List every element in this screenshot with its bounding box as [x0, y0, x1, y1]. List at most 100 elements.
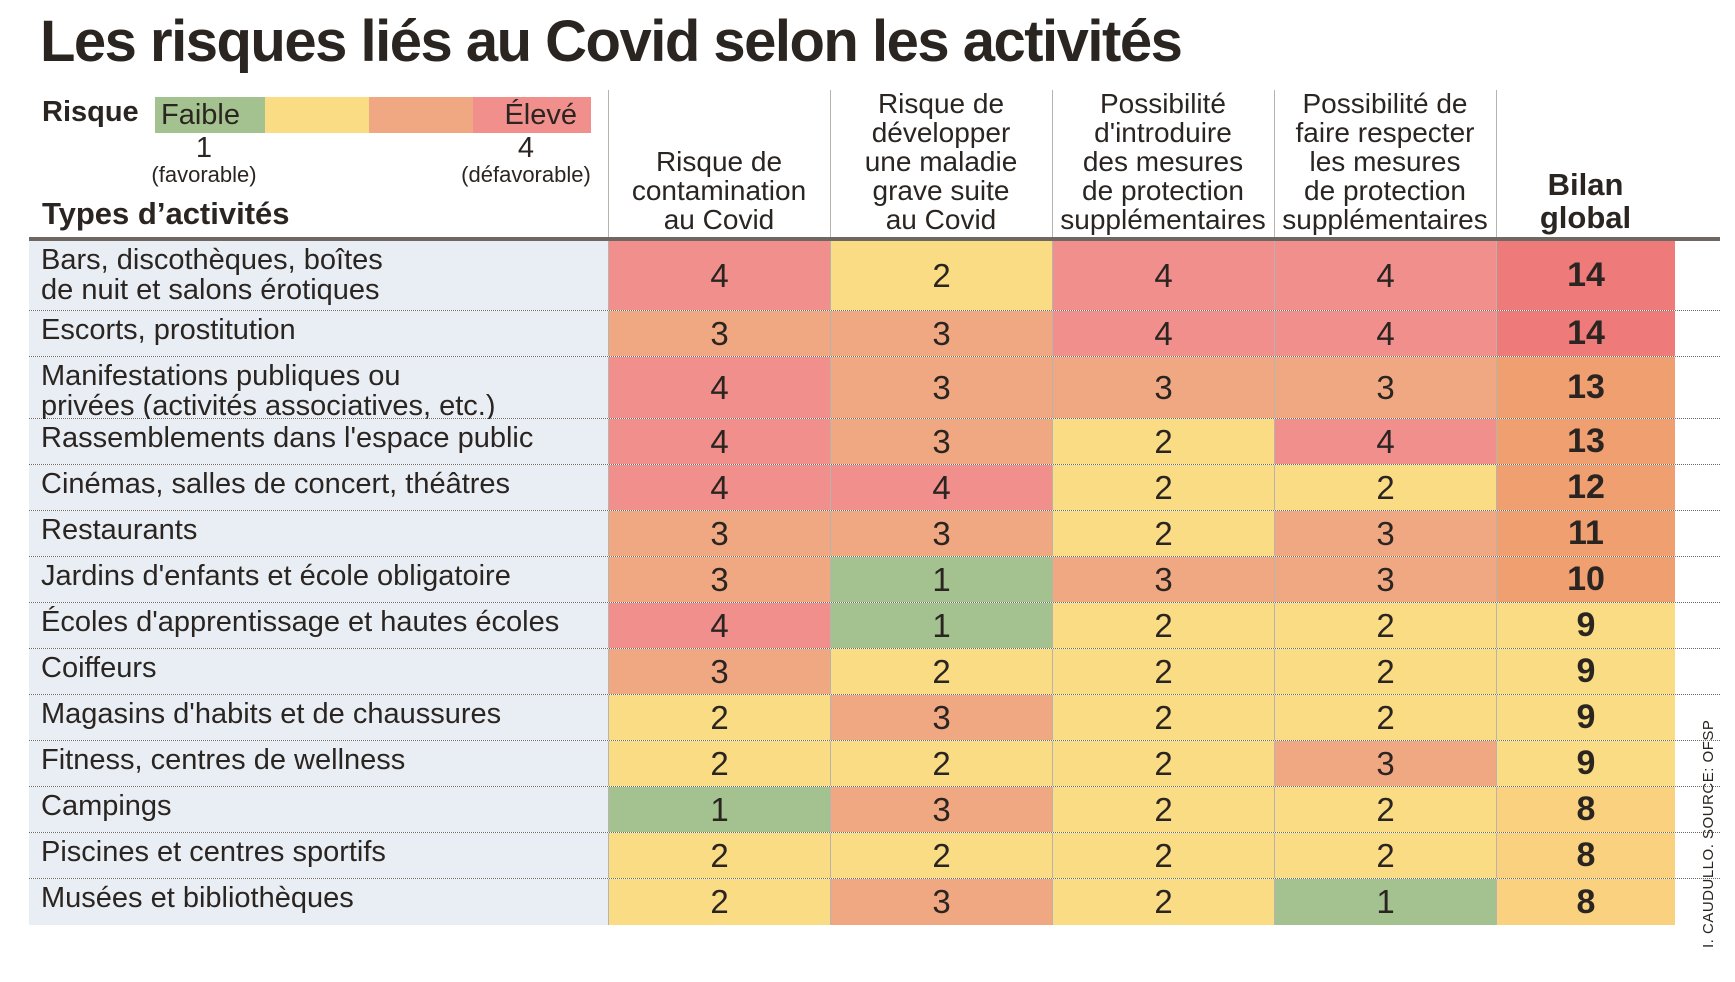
- row-label: Campings: [29, 787, 608, 832]
- chart-title: Les risques liés au Covid selon les acti…: [40, 9, 1183, 74]
- risk-score-cell: 4: [1052, 241, 1274, 310]
- table-row: Écoles d'apprentissage et hautes écoles 4…: [29, 603, 1720, 649]
- table-row: Bars, discothèques, boîtes de nuit et sa…: [29, 241, 1720, 311]
- risk-score-cell: 2: [1052, 465, 1274, 510]
- table-row: Rassemblements dans l'espace public 4 3 2 4 1…: [29, 419, 1720, 465]
- table-row: Escorts, prostitution 3 3 4 4 14: [29, 311, 1720, 357]
- table-row: Campings 1 3 2 2 8: [29, 787, 1720, 833]
- legend-low-value: 1: [195, 132, 213, 164]
- row-label: Restaurants: [29, 511, 608, 556]
- row-label: Rassemblements dans l'espace public: [29, 419, 608, 464]
- total-score-cell: 9: [1496, 695, 1675, 740]
- row-label: Musées et bibliothèques: [29, 879, 608, 925]
- risk-score-cell: 2: [1052, 419, 1274, 464]
- risk-score-cell: 4: [608, 603, 830, 648]
- table-row: Manifestations publiques ou privées (act…: [29, 357, 1720, 421]
- risk-score-cell: 2: [1052, 833, 1274, 878]
- column-header-3: Possibilité d'introduire des mesures de …: [1060, 88, 1266, 235]
- risk-score-cell: 1: [830, 557, 1052, 602]
- table-row: Musées et bibliothèques 2 3 2 1 8: [29, 879, 1720, 925]
- legend-high-value: 4: [517, 132, 535, 164]
- risk-score-cell: 3: [1052, 357, 1274, 418]
- risk-score-cell: 2: [1052, 879, 1274, 925]
- risk-score-cell: 3: [830, 695, 1052, 740]
- risk-score-cell: 4: [830, 465, 1052, 510]
- row-label: Magasins d'habits et de chaussures: [29, 695, 608, 740]
- row-label: Escorts, prostitution: [29, 311, 608, 356]
- legend-seg-1: Faible: [155, 97, 265, 133]
- risk-score-cell: 2: [1274, 649, 1496, 694]
- risk-score-cell: 3: [1274, 741, 1496, 786]
- row-label: Jardins d'enfants et école obligatoire: [29, 557, 608, 602]
- total-score-cell: 10: [1496, 557, 1675, 602]
- legend-seg-2: [265, 97, 369, 133]
- risk-score-cell: 3: [830, 879, 1052, 925]
- risk-score-cell: 2: [1052, 603, 1274, 648]
- risk-score-cell: 2: [1052, 741, 1274, 786]
- risk-score-cell: 2: [1052, 787, 1274, 832]
- risk-score-cell: 3: [1274, 511, 1496, 556]
- total-score-cell: 12: [1496, 465, 1675, 510]
- row-label: Coiffeurs: [29, 649, 608, 694]
- risk-score-cell: 2: [830, 649, 1052, 694]
- row-label: Cinémas, salles de concert, théâtres: [29, 465, 608, 510]
- risk-score-cell: 2: [830, 833, 1052, 878]
- risk-score-cell: 3: [830, 419, 1052, 464]
- risk-score-cell: 2: [608, 695, 830, 740]
- column-divider: [1052, 90, 1053, 238]
- risk-score-cell: 2: [1274, 603, 1496, 648]
- column-header-4: Possibilité de faire respecter les mesur…: [1282, 88, 1488, 235]
- risk-score-cell: 2: [1052, 695, 1274, 740]
- risk-table: Bars, discothèques, boîtes de nuit et sa…: [29, 241, 1720, 925]
- legend-label: Risque: [42, 96, 139, 128]
- header-rule: [29, 237, 1720, 241]
- risk-score-cell: 1: [830, 603, 1052, 648]
- table-row: Magasins d'habits et de chaussures 2 3 2 2 9: [29, 695, 1720, 741]
- risk-score-cell: 3: [608, 649, 830, 694]
- legend-high-label: Élevé: [504, 98, 577, 131]
- risk-score-cell: 3: [830, 511, 1052, 556]
- table-row: Piscines et centres sportifs 2 2 2 2 8: [29, 833, 1720, 879]
- risk-score-cell: 2: [608, 879, 830, 925]
- table-row: Cinémas, salles de concert, théâtres 4 4 2 2…: [29, 465, 1720, 511]
- risk-score-cell: 4: [1052, 311, 1274, 356]
- risk-score-cell: 2: [1274, 787, 1496, 832]
- table-row: Fitness, centres de wellness 2 2 2 3 9: [29, 741, 1720, 787]
- total-score-cell: 13: [1496, 357, 1675, 418]
- risk-score-cell: 4: [608, 241, 830, 310]
- risk-score-cell: 3: [830, 357, 1052, 418]
- risk-score-cell: 3: [830, 787, 1052, 832]
- column-header-5: Bilan global: [1539, 167, 1632, 235]
- risk-score-cell: 3: [1274, 357, 1496, 418]
- total-score-cell: 8: [1496, 879, 1675, 925]
- column-divider: [830, 90, 831, 238]
- risk-score-cell: 3: [608, 311, 830, 356]
- risk-score-cell: 2: [1274, 695, 1496, 740]
- risk-score-cell: 3: [1052, 557, 1274, 602]
- risk-score-cell: 2: [830, 741, 1052, 786]
- total-score-cell: 8: [1496, 787, 1675, 832]
- column-divider: [608, 90, 609, 238]
- risk-score-cell: 2: [1052, 511, 1274, 556]
- table-row: Jardins d'enfants et école obligatoire 3 1…: [29, 557, 1720, 603]
- column-divider: [1496, 90, 1497, 238]
- legend-low-label: Faible: [161, 98, 240, 131]
- legend-seg-3: [369, 97, 473, 133]
- risk-score-cell: 4: [1274, 241, 1496, 310]
- risk-score-cell: 4: [1274, 419, 1496, 464]
- risk-score-cell: 2: [1052, 649, 1274, 694]
- risk-score-cell: 1: [608, 787, 830, 832]
- risk-score-cell: 4: [608, 419, 830, 464]
- legend-color-scale: Faible Élevé: [155, 97, 591, 133]
- total-score-cell: 13: [1496, 419, 1675, 464]
- legend-low-note: (favorable): [151, 162, 257, 187]
- risk-score-cell: 2: [1274, 465, 1496, 510]
- risk-score-cell: 3: [830, 311, 1052, 356]
- risk-score-cell: 2: [1274, 833, 1496, 878]
- risk-score-cell: 3: [1274, 557, 1496, 602]
- row-label: Fitness, centres de wellness: [29, 741, 608, 786]
- risk-score-cell: 2: [830, 241, 1052, 310]
- table-row: Coiffeurs 3 2 2 2 9: [29, 649, 1720, 695]
- source-credit: I. CAUDULLO. SOURCE: OFSP: [1700, 719, 1717, 948]
- row-label: Piscines et centres sportifs: [29, 833, 608, 878]
